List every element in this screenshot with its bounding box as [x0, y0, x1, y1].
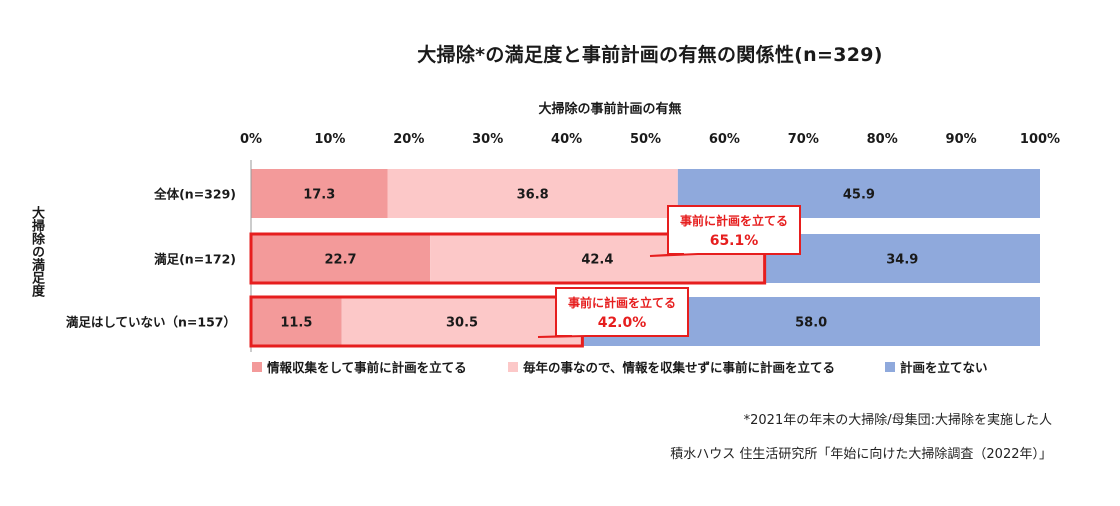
x-tick-label: 60% — [709, 132, 740, 147]
data-label: 42.4 — [581, 253, 613, 268]
legend-label: 情報収集をして事前に計画を立てる — [267, 360, 467, 375]
x-tick-label: 0% — [240, 132, 262, 147]
x-tick-label: 100% — [1020, 132, 1060, 147]
bar-segment — [251, 297, 342, 346]
category-label: 満足(n=172) — [154, 252, 236, 267]
source-note: 積水ハウス 住生活研究所「年始に向けた大掃除調査（2022年）」 — [670, 447, 1052, 462]
highlight-box — [249, 232, 767, 285]
footnote: *2021年の年末の大掃除/母集団:大掃除を実施した人 — [743, 413, 1052, 428]
x-axis-title: 大掃除の事前計画の有無 — [538, 102, 682, 117]
legend-swatch — [508, 362, 518, 372]
data-label: 11.5 — [280, 316, 312, 331]
data-label: 22.7 — [325, 253, 357, 268]
data-label: 34.9 — [886, 253, 918, 268]
callout-box — [649, 205, 801, 257]
callout-label: 事前に計画を立てる — [680, 213, 788, 228]
category-label: 満足はしていない（n=157） — [66, 315, 236, 330]
data-label: 58.0 — [795, 316, 827, 331]
y-axis-title: 大掃除の満足度 — [29, 206, 44, 297]
data-label: 45.9 — [843, 188, 875, 203]
x-tick-label: 40% — [551, 132, 582, 147]
legend-label: 計画を立てない — [900, 360, 988, 375]
data-label: 36.8 — [517, 188, 549, 203]
x-tick-label: 90% — [946, 132, 977, 147]
callout-value: 65.1% — [710, 233, 759, 249]
legend-label: 毎年の事なので、情報を収集せずに事前に計画を立てる — [523, 360, 835, 375]
data-label: 17.3 — [303, 188, 335, 203]
chart-title: 大掃除*の満足度と事前計画の有無の関係性(n=329) — [417, 44, 883, 66]
bar-segment — [764, 234, 1040, 283]
x-tick-label: 10% — [314, 132, 345, 147]
callout-label: 事前に計画を立てる — [568, 295, 676, 310]
bar-segment — [387, 169, 678, 218]
legend-swatch — [252, 362, 262, 372]
category-label: 全体(n=329) — [153, 187, 236, 202]
data-label: 30.5 — [446, 316, 478, 331]
bar-segment — [251, 169, 388, 218]
callout-box — [537, 287, 689, 338]
legend-swatch — [885, 362, 895, 372]
x-tick-label: 80% — [867, 132, 898, 147]
x-tick-label: 50% — [630, 132, 661, 147]
x-tick-label: 20% — [393, 132, 424, 147]
callout-value: 42.0% — [598, 315, 647, 331]
bar-segment — [251, 234, 431, 283]
x-tick-label: 30% — [472, 132, 503, 147]
x-tick-label: 70% — [788, 132, 819, 147]
